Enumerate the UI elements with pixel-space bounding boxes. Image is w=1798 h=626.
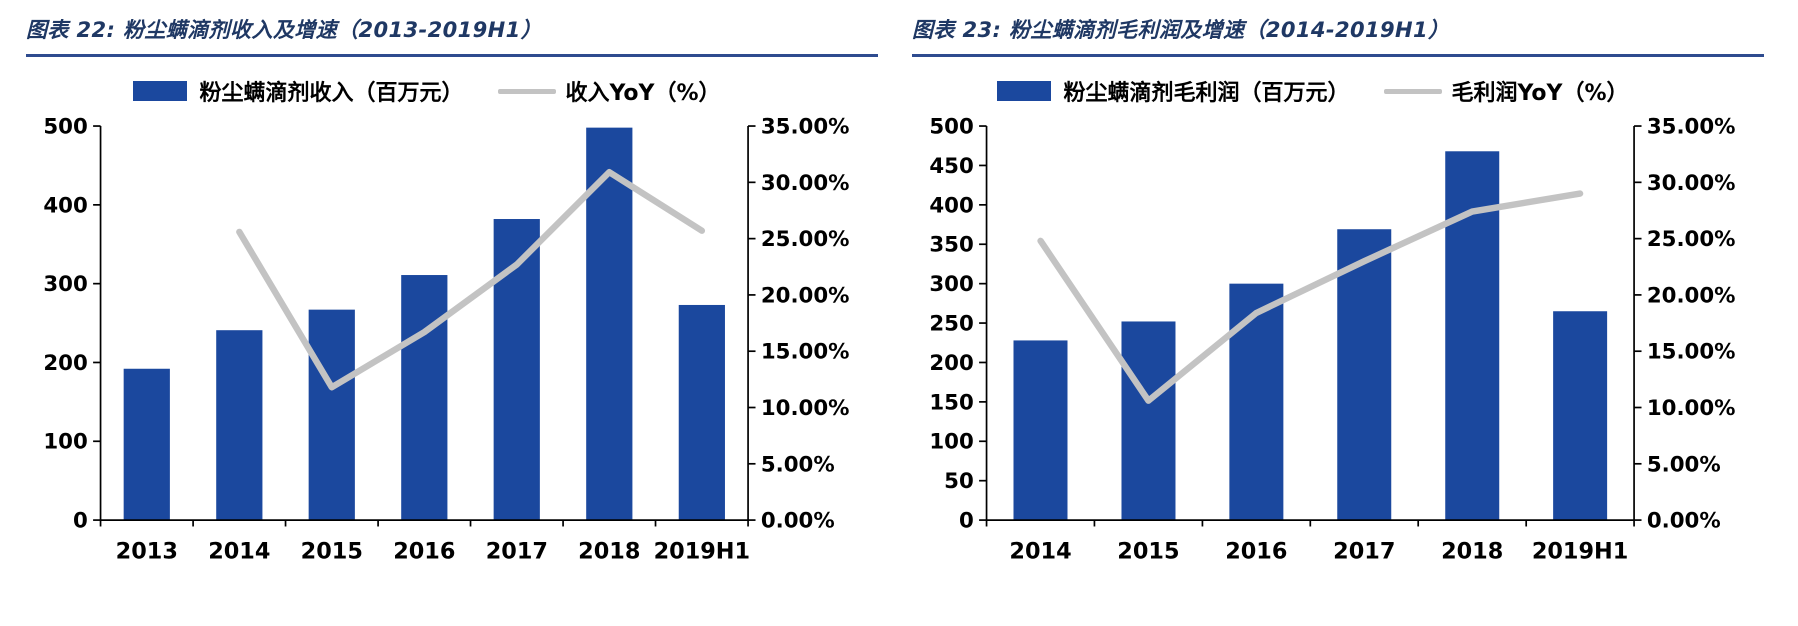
right-axis-label: 25.00% [761, 227, 850, 252]
bar [1013, 340, 1068, 521]
right-axis-label: 30.00% [1647, 171, 1736, 196]
left-axis-label: 450 [929, 154, 973, 179]
line-legend-swatch-icon [497, 88, 556, 94]
x-axis-label: 2013 [116, 538, 178, 564]
bar [1121, 321, 1176, 521]
bar [1337, 229, 1392, 521]
x-axis-label: 2019H1 [1532, 538, 1629, 564]
left-axis-label: 0 [959, 509, 974, 534]
x-axis-label: 2018 [578, 538, 640, 564]
right-axis-label: 10.00% [1647, 396, 1736, 421]
x-axis-label: 2017 [486, 538, 548, 564]
chart-title: 图表 23: 粉尘螨滴剂毛利润及增速（2014-2019H1） [912, 18, 1450, 42]
left-axis-label: 300 [929, 272, 973, 297]
right-axis-label: 35.00% [761, 114, 850, 139]
right-axis-label: 20.00% [761, 283, 850, 308]
right-axis-label: 0.00% [761, 509, 835, 534]
x-axis-label: 2015 [1117, 538, 1179, 564]
left-axis-label: 150 [929, 390, 973, 415]
right-axis-label: 25.00% [1647, 227, 1736, 252]
bar-legend-label: 粉尘螨滴剂收入（百万元） [199, 81, 464, 106]
yoy-line [236, 168, 706, 391]
chart-legend: 粉尘螨滴剂毛利润（百万元） 毛利润YoY（%） [922, 75, 1704, 107]
left-axis-label: 300 [43, 272, 87, 297]
bar-legend-swatch-icon [997, 81, 1052, 101]
yoy-line [1037, 190, 1584, 404]
line-legend-swatch-icon [1383, 88, 1442, 94]
x-axis-label: 2019H1 [654, 538, 751, 564]
right-axis-label: 15.00% [761, 340, 850, 365]
left-axis-label: 500 [43, 114, 87, 139]
chart-legend: 粉尘螨滴剂收入（百万元） 收入YoY（%） [36, 75, 818, 107]
line-legend-label: 收入YoY（%） [565, 81, 721, 106]
bar [678, 304, 725, 521]
x-axis-label: 2015 [301, 538, 363, 564]
right-axis-label: 10.00% [761, 396, 850, 421]
combo-chart-gross-profit: 0 50 100 150 200 250 300 350 400 450 500 0.00% 5.00%… [912, 109, 1764, 575]
chart-panel-22: 图表 22: 粉尘螨滴剂收入及增速（2013-2019H1） 粉尘螨滴剂收入（百… [26, 14, 878, 626]
left-axis-label: 250 [929, 312, 973, 337]
bar [493, 219, 540, 521]
x-axis-label: 2018 [1441, 538, 1503, 564]
chart-title: 图表 22: 粉尘螨滴剂收入及增速（2013-2019H1） [26, 18, 543, 42]
bar [308, 309, 355, 521]
x-axis-label: 2014 [208, 538, 270, 564]
right-axis-label: 5.00% [761, 452, 835, 477]
right-axis-label: 35.00% [1647, 114, 1736, 139]
left-axis-label: 500 [929, 114, 973, 139]
x-axis-label: 2014 [1009, 538, 1071, 564]
title-divider [912, 54, 1764, 57]
combo-chart-revenue: 0 100 200 300 400 500 0.00% 5.00% 10.00% 15.00% 20… [26, 109, 878, 575]
bar-legend-label: 粉尘螨滴剂毛利润（百万元） [1063, 81, 1350, 106]
left-axis-label: 0 [73, 509, 88, 534]
chart-svg: 0 50 100 150 200 250 300 350 400 450 500 0.00% 5.00%… [929, 114, 1736, 564]
left-axis-label: 350 [929, 233, 973, 258]
left-axis-label: 400 [929, 193, 973, 218]
right-axis-label: 20.00% [1647, 283, 1736, 308]
right-axis-label: 0.00% [1647, 509, 1721, 534]
bar [586, 127, 633, 521]
x-axis-label: 2016 [1225, 538, 1287, 564]
left-axis-label: 100 [43, 430, 87, 455]
line-legend-label: 毛利润YoY（%） [1451, 81, 1629, 106]
left-axis-label: 200 [929, 351, 973, 376]
chart-svg: 0 100 200 300 400 500 0.00% 5.00% 10.00% 15.00% 20… [43, 114, 850, 564]
right-axis-label: 15.00% [1647, 340, 1736, 365]
left-axis-label: 400 [43, 193, 87, 218]
title-divider [26, 54, 878, 57]
bar-legend-swatch-icon [133, 81, 188, 101]
bar [123, 368, 170, 521]
left-axis-label: 100 [929, 430, 973, 455]
right-axis-label: 5.00% [1647, 452, 1721, 477]
right-axis-label: 30.00% [761, 171, 850, 196]
left-axis-label: 50 [944, 469, 974, 494]
bar [1553, 311, 1608, 521]
x-axis-label: 2016 [393, 538, 455, 564]
x-axis-label: 2017 [1333, 538, 1395, 564]
bar [216, 330, 263, 521]
bar [1229, 283, 1284, 521]
chart-panel-23: 图表 23: 粉尘螨滴剂毛利润及增速（2014-2019H1） 粉尘螨滴剂毛利润… [912, 14, 1764, 626]
left-axis-label: 200 [43, 351, 87, 376]
bar [401, 275, 448, 521]
